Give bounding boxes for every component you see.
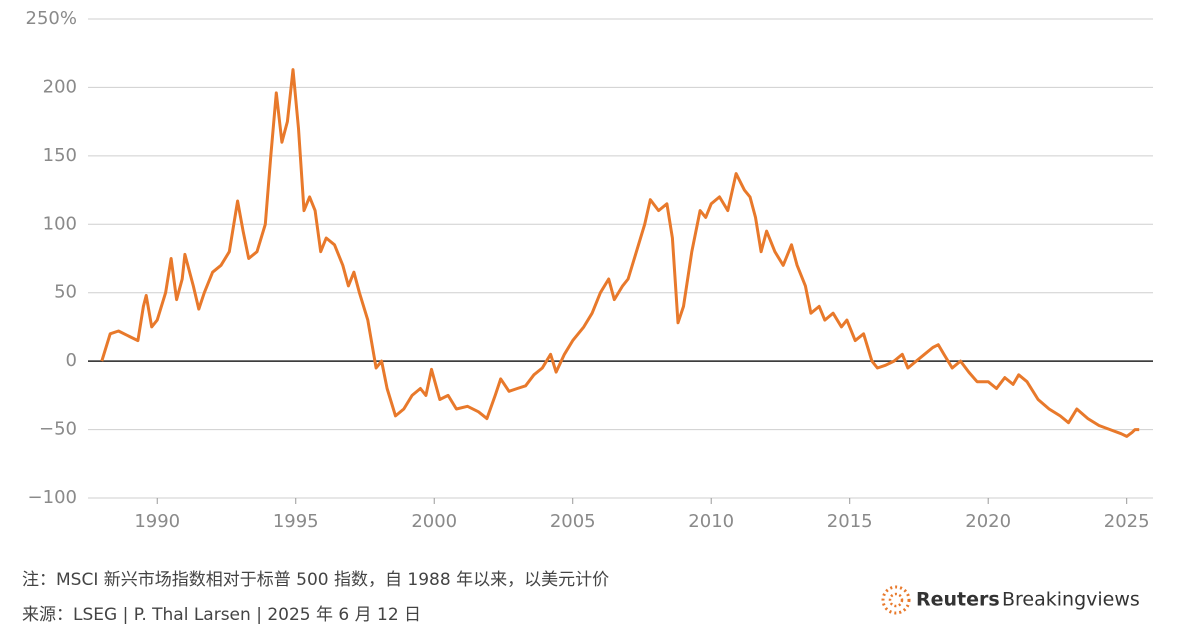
logo-icon xyxy=(888,592,904,608)
y-tick-label: −50 xyxy=(39,419,77,440)
y-tick-label: 250% xyxy=(26,8,77,29)
x-tick-label: 2005 xyxy=(550,511,596,532)
x-tick-label: 1995 xyxy=(273,511,319,532)
y-tick-label: 50 xyxy=(54,282,77,303)
x-tick-label: 1990 xyxy=(134,511,180,532)
x-tick-label: 2010 xyxy=(688,511,734,532)
x-tick-label: 2020 xyxy=(965,511,1011,532)
x-tick-label: 2025 xyxy=(1104,511,1150,532)
logo-brand: Reuters xyxy=(916,589,1000,611)
y-tick-label: 200 xyxy=(43,76,77,97)
logo-product: Breakingviews xyxy=(1002,589,1140,611)
line xyxy=(100,68,1140,438)
y-tick-label: 100 xyxy=(43,213,77,234)
y-tick-label: 150 xyxy=(43,145,77,166)
footnote: 注：MSCI 新兴市场指数相对于标普 500 指数，自 1988 年以来，以美元… xyxy=(22,570,609,590)
x-tick-label: 2000 xyxy=(411,511,457,532)
logo-icon xyxy=(881,585,911,615)
source: 来源：LSEG | P. Thal Larsen | 2025 年 6 月 12… xyxy=(22,605,421,625)
y-tick-label: 0 xyxy=(66,350,77,371)
logo: Reuters Breakingviews xyxy=(881,585,1140,615)
x-tick-label: 2015 xyxy=(827,511,873,532)
y-tick-label: −100 xyxy=(28,487,77,508)
